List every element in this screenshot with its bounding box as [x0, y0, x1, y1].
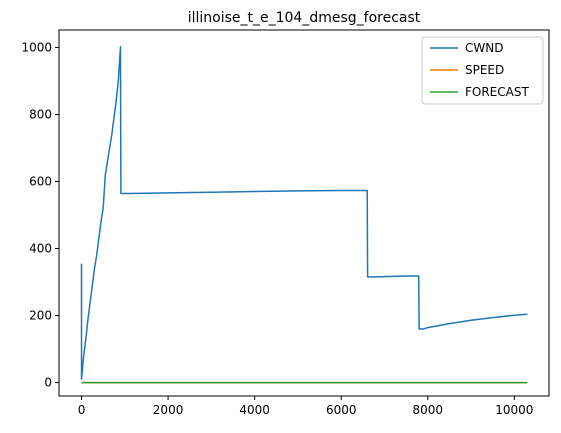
x-tick-label: 0 [78, 403, 86, 417]
y-tick-label: 200 [29, 309, 52, 323]
legend-label-cwnd: CWND [465, 41, 503, 55]
y-tick-label: 0 [44, 376, 52, 390]
y-tick-label: 600 [29, 174, 52, 188]
legend-label-speed: SPEED [465, 63, 504, 77]
chart-title: illinoise_t_e_104_dmesg_forecast [188, 10, 421, 26]
series-lines [80, 46, 528, 384]
x-tick-label: 8000 [413, 403, 444, 417]
y-tick-label: 800 [29, 107, 52, 121]
plot-area [80, 46, 528, 384]
series-line-cwnd [80, 46, 528, 380]
y-tick-label: 400 [29, 242, 52, 256]
y-tick-label: 1000 [21, 40, 52, 54]
axes-frame [58, 29, 550, 397]
x-tick-label: 4000 [239, 403, 270, 417]
legend: CWND SPEED FORECAST [421, 36, 544, 105]
legend-box [421, 36, 544, 105]
x-tick-label: 6000 [326, 403, 357, 417]
x-tick-label: 2000 [153, 403, 184, 417]
x-tick-label: 10000 [495, 403, 533, 417]
legend-label-forecast: FORECAST [465, 85, 529, 99]
axis-ticks: 0 2000 4000 6000 8000 10000 0 200 400 600 800 1000 [21, 40, 533, 417]
